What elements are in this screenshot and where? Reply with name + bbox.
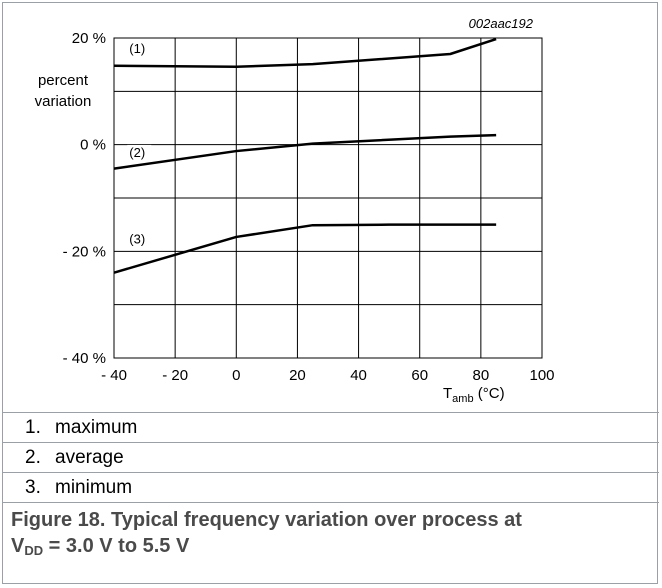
caption-vdd: V (11, 535, 25, 557)
note-text: minimum (55, 477, 133, 498)
y-label-background (11, 68, 111, 112)
series-label-background (127, 40, 152, 56)
x-tick-label: 80 (473, 367, 490, 384)
note-text: average (55, 447, 124, 468)
plot-border (113, 37, 543, 359)
series-label: (2) (129, 145, 145, 160)
figure-id: 002aac192 (469, 16, 534, 31)
series-line (113, 223, 497, 274)
x-tick-label: 100 (529, 367, 554, 384)
caption-vdd-subscript: DD (24, 543, 44, 558)
x-tick-label: 0 (232, 367, 240, 384)
notes-list: 1. maximum 2. average 3. minimum Figure … (3, 413, 659, 557)
x-tick-label: - 20 (162, 367, 188, 384)
series-label-background (127, 231, 152, 247)
figure-caption: Figure 18. Typical frequency variation o… (11, 507, 651, 559)
frequency-variation-chart: 20 % 0 % - 20 % - 40 %- 40 - 20 0 20 40 60 80 100 p… (11, 16, 555, 405)
y-axis-label-line-1: percent (38, 72, 89, 89)
series-line (113, 37, 497, 69)
y-tick-label: 20 % (72, 30, 106, 47)
y-tick-label: 0 % (80, 137, 106, 154)
x-tick-label: 60 (411, 367, 428, 384)
x-tick-label: - 40 (101, 367, 127, 384)
x-axis-label: Tamb (°C) (443, 385, 505, 405)
y-tick-label: - 20 % (63, 243, 106, 260)
note-item: 1. maximum (3, 413, 659, 443)
x-tick-label: 40 (350, 367, 367, 384)
x-axis-label-main: T (443, 385, 452, 402)
x-axis-label-subscript: amb (452, 393, 473, 405)
note-text: maximum (55, 417, 138, 438)
y-axis-label-line-2: variation (35, 93, 92, 110)
series-line (113, 133, 497, 170)
chart-area: 20 % 0 % - 20 % - 40 % - 40 - 20 0 20 40 60 80 100 p… (3, 3, 659, 413)
series-label: (1) (129, 41, 145, 56)
caption-line-1: Figure 18. Typical frequency variation o… (11, 509, 522, 531)
y-tick-label: - 40 % (63, 350, 106, 367)
series-label-background (127, 144, 152, 160)
note-number: 1. (25, 417, 41, 438)
x-axis-label-unit: (°C) (474, 385, 505, 402)
note-item: 2. average (3, 443, 659, 473)
caption-line-2: = 3.0 V to 5.5 V (43, 535, 190, 557)
series-label: (3) (129, 231, 145, 246)
x-tick-label: 20 (289, 367, 306, 384)
note-item: 3. minimum (3, 473, 659, 503)
note-number: 3. (25, 477, 41, 498)
note-number: 2. (25, 447, 41, 468)
